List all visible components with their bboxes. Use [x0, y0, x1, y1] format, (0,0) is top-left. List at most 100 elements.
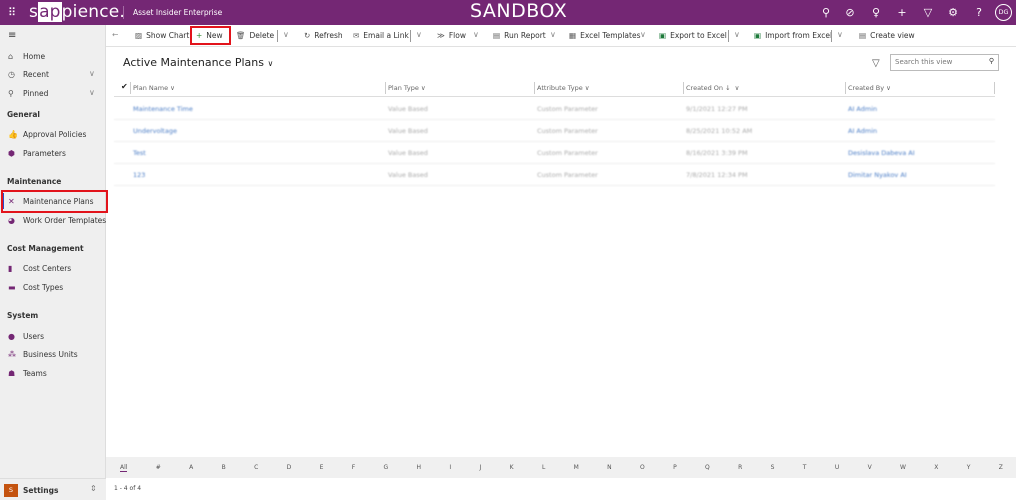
alphabet-filter-z[interactable]: Z	[998, 464, 1003, 471]
alphabet-filter-v[interactable]: V	[867, 464, 872, 471]
column-plan-type[interactable]: Plan Type ∨	[388, 84, 426, 92]
alphabet-filter-y[interactable]: Y	[966, 464, 971, 471]
plan-name-link[interactable]: 123	[133, 171, 146, 179]
alphabet-filter-p[interactable]: P	[673, 464, 677, 471]
alphabet-filter-w[interactable]: W	[900, 464, 906, 471]
import-excel-button[interactable]: ▣ Import from Excel	[754, 31, 832, 40]
show-chart-label: Show Chart	[146, 31, 190, 40]
org-chart-icon: ⁂	[8, 350, 16, 359]
column-created-on[interactable]: Created On ↓ ∨	[686, 84, 740, 92]
chevron-down-icon[interactable]: ∨	[550, 30, 556, 39]
search-input[interactable]: Search this view ⚲	[890, 54, 999, 71]
hamburger-icon[interactable]: ≡	[8, 30, 17, 41]
plan-name-link[interactable]: Undervoltage	[133, 127, 177, 135]
app-launcher-icon[interactable]: ⠿	[8, 6, 17, 19]
lightbulb-icon[interactable]: ♀	[871, 6, 881, 19]
column-created-by[interactable]: Created By ∨	[848, 84, 891, 92]
sidebar-item-pinned[interactable]: ⚲ Pinned	[8, 89, 48, 98]
chevron-down-icon[interactable]: ∨	[473, 30, 479, 39]
alphabet-filter-k[interactable]: K	[509, 464, 514, 471]
sidebar: ≡ ⌂ Home ◷ Recent ∨ ⚲ Pinned ∨ General 👍 App…	[0, 25, 106, 500]
created-by-link[interactable]: AI Admin	[848, 127, 878, 135]
sidebar-item-maintenance-plans[interactable]: ✕ Maintenance Plans	[8, 197, 94, 206]
alphabet-filter-i[interactable]: I	[449, 464, 452, 471]
switch-icon[interactable]: ⇕	[90, 484, 97, 493]
alphabet-filter-t[interactable]: T	[802, 464, 807, 471]
alphabet-filter-j[interactable]: J	[479, 464, 482, 471]
column-plan-name[interactable]: Plan Name ∨	[133, 84, 175, 92]
plus-icon[interactable]: +	[897, 6, 907, 19]
created-by-link[interactable]: Desislava Dabeva AI	[848, 149, 915, 157]
back-icon[interactable]: ←	[112, 30, 119, 39]
email-link-button[interactable]: ✉ Email a Link	[353, 31, 409, 40]
alphabet-filter-e[interactable]: E	[319, 464, 324, 471]
select-all-checkbox[interactable]: ✔	[121, 82, 128, 91]
alphabet-filter-b[interactable]: B	[221, 464, 226, 471]
plan-name-link[interactable]: Test	[133, 149, 146, 157]
alphabet-filter-a[interactable]: A	[189, 464, 194, 471]
alphabet-filter-o[interactable]: O	[640, 464, 645, 471]
alphabet-filter-hash[interactable]: #	[155, 464, 161, 471]
alphabet-filter-s[interactable]: S	[770, 464, 775, 471]
column-attribute-type[interactable]: Attribute Type ∨	[537, 84, 590, 92]
chevron-down-icon[interactable]: ∨	[283, 30, 289, 39]
chevron-down-icon[interactable]: ∨	[89, 88, 95, 97]
table-row[interactable]: Test Value Based Custom Parameter 8/16/2021…	[114, 142, 995, 164]
alphabet-filter-q[interactable]: Q	[705, 464, 710, 471]
export-excel-button[interactable]: ▣ Export to Excel	[659, 31, 727, 40]
plan-name-link[interactable]: Maintenance Time	[133, 105, 193, 113]
chevron-down-icon[interactable]: ∨	[837, 30, 843, 39]
chevron-down-icon[interactable]: ∨	[640, 30, 646, 39]
table-row[interactable]: Undervoltage Value Based Custom Parameter 8…	[114, 120, 995, 142]
alphabet-filter-c[interactable]: C	[254, 464, 259, 471]
alphabet-filter-l[interactable]: L	[541, 464, 546, 471]
app-name[interactable]: Asset Insider Enterprise	[133, 8, 223, 17]
sidebar-item-teams[interactable]: ☗ Teams	[8, 369, 47, 378]
avatar[interactable]: DG	[995, 4, 1012, 21]
sidebar-item-approval-policies[interactable]: 👍 Approval Policies	[8, 130, 86, 139]
area-switcher[interactable]: S Settings ⇕	[0, 478, 106, 500]
alphabet-filter-d[interactable]: D	[286, 464, 292, 471]
task-icon[interactable]: ⊘	[845, 6, 855, 19]
chevron-down-icon[interactable]: ∨	[416, 30, 422, 39]
sidebar-item-recent[interactable]: ◷ Recent	[8, 70, 49, 79]
chevron-down-icon[interactable]: ∨	[89, 69, 95, 78]
sidebar-item-cost-centers[interactable]: ▮ Cost Centers	[8, 264, 71, 273]
label: Pinned	[23, 89, 49, 98]
filter-icon[interactable]: ▽	[872, 58, 880, 69]
sidebar-item-parameters[interactable]: ⬢ Parameters	[8, 149, 66, 158]
view-title[interactable]: Active Maintenance Plans ∨	[123, 56, 273, 69]
search-icon[interactable]: ⚲	[821, 6, 831, 19]
show-chart-button[interactable]: ▨ Show Chart	[135, 31, 189, 40]
alphabet-filter-m[interactable]: M	[573, 464, 579, 471]
sidebar-item-cost-types[interactable]: ▬ Cost Types	[8, 283, 63, 292]
excel-templates-button[interactable]: ▦ Excel Templates	[569, 31, 640, 40]
alphabet-filter-g[interactable]: G	[383, 464, 389, 471]
alphabet-filter-f[interactable]: F	[351, 464, 356, 471]
sidebar-item-business-units[interactable]: ⁂ Business Units	[8, 350, 78, 359]
sidebar-item-home[interactable]: ⌂ Home	[8, 52, 45, 61]
gear-icon[interactable]: ⚙	[948, 6, 958, 19]
table-row[interactable]: 123 Value Based Custom Parameter 7/8/2021 1…	[114, 164, 995, 186]
alphabet-filter-x[interactable]: X	[934, 464, 939, 471]
search-icon[interactable]: ⚲	[988, 57, 994, 65]
run-report-button[interactable]: ▤ Run Report	[493, 31, 546, 40]
chevron-down-icon[interactable]: ∨	[734, 30, 740, 39]
sidebar-item-users[interactable]: ● Users	[8, 332, 44, 341]
refresh-button[interactable]: ↻ Refresh	[304, 31, 343, 40]
new-button[interactable]: + New	[196, 31, 223, 40]
create-view-button[interactable]: ▤ Create view	[859, 31, 915, 40]
created-by-link[interactable]: Dimitar Nyakov AI	[848, 171, 907, 179]
filter-icon[interactable]: ▽	[923, 6, 933, 19]
created-by-link[interactable]: AI Admin	[848, 105, 878, 113]
table-row[interactable]: Maintenance Time Value Based Custom Parame…	[114, 98, 995, 120]
alphabet-filter-n[interactable]: N	[607, 464, 612, 471]
delete-button[interactable]: 🗑 Delete	[236, 31, 274, 40]
alphabet-filter-all[interactable]: All	[120, 463, 128, 472]
alphabet-filter-r[interactable]: R	[738, 464, 743, 471]
flow-button[interactable]: ≫ Flow	[437, 31, 466, 40]
alphabet-filter-u[interactable]: U	[834, 464, 840, 471]
help-icon[interactable]: ?	[976, 6, 982, 19]
sidebar-item-work-order-templates[interactable]: ◕ Work Order Templates	[8, 216, 106, 225]
alphabet-filter-h[interactable]: H	[416, 464, 422, 471]
